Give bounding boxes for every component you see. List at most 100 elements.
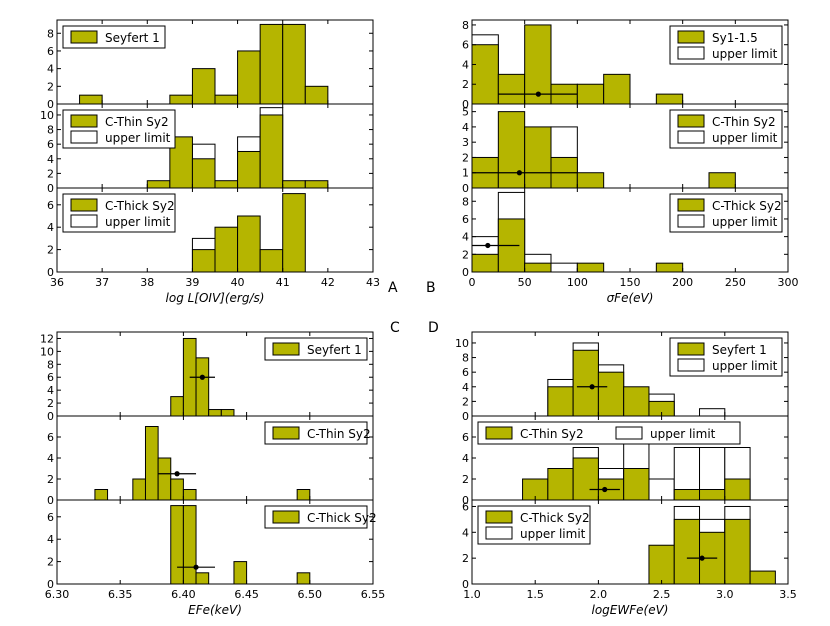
- x-tick-label: 0: [469, 276, 476, 289]
- y-tick-label: 6: [47, 138, 54, 151]
- histogram-bar: [296, 489, 311, 501]
- y-tick-label: 3: [462, 136, 469, 149]
- y-tick-label: 0: [47, 578, 54, 591]
- y-tick-label: 6: [47, 45, 54, 58]
- y-tick-label: 4: [462, 231, 469, 244]
- y-tick-label: 2: [47, 473, 54, 486]
- y-tick-label: 8: [47, 124, 54, 137]
- histogram-bar: [182, 489, 197, 501]
- histogram-bar: [623, 386, 650, 417]
- legend-label: C-Thick Sy2: [105, 199, 175, 213]
- legend-swatch-upper: [615, 426, 643, 440]
- y-tick-label: 2: [462, 78, 469, 91]
- y-tick-label: 0: [462, 494, 469, 507]
- x-axis-label: EFe(keV): [188, 603, 242, 617]
- y-tick-label: 2: [47, 397, 54, 410]
- y-tick-label: 0: [462, 410, 469, 423]
- error-bar-point: [516, 170, 523, 176]
- histogram-bar: [497, 111, 526, 189]
- x-tick-label: 6.45: [234, 588, 259, 601]
- histogram-bar: [524, 24, 552, 105]
- legend-label: Sy1-1.5: [712, 31, 758, 45]
- histogram-bar: [195, 357, 210, 417]
- legend: Seyfert 1 upper limit: [669, 337, 783, 377]
- y-tick-label: 10: [40, 109, 54, 122]
- x-axis-label: logEWFe(eV): [592, 603, 669, 617]
- legend: Seyfert 1: [264, 337, 368, 361]
- histogram-bar: [673, 518, 701, 585]
- legend: C-Thin Sy2 upper limit: [477, 421, 741, 445]
- histogram-bar: [296, 572, 311, 585]
- histogram-bar: [157, 457, 172, 501]
- y-tick-label: 6: [462, 213, 469, 226]
- error-bar-point: [193, 564, 199, 570]
- histogram-bar: [524, 262, 552, 273]
- legend: C-Thick Sy2: [264, 505, 377, 529]
- legend-label: upper limit: [712, 131, 778, 145]
- y-tick-label: 4: [462, 58, 469, 71]
- y-tick-label: 0: [462, 182, 469, 195]
- legend-label: Seyfert 1: [712, 343, 767, 357]
- histogram-bar: [170, 505, 184, 585]
- legend-label: upper limit: [105, 215, 171, 229]
- axes-frame: [471, 499, 789, 585]
- histogram-bar: [699, 489, 726, 501]
- x-tick-label: 40: [231, 276, 245, 289]
- histogram-bar: [655, 93, 684, 105]
- legend-swatch-upper: [70, 130, 98, 144]
- histogram-bar: [708, 172, 736, 189]
- legend-label: upper limit: [712, 47, 778, 61]
- legend-swatch-filled: [485, 510, 513, 524]
- histogram-bar: [132, 478, 146, 501]
- histogram-bar: [576, 262, 605, 273]
- y-tick-label: 4: [47, 153, 54, 166]
- subplot-a-3: 0 2 4 6 C-Thick Sy2 upper limit: [47, 187, 374, 279]
- axes-frame: [56, 499, 374, 585]
- histogram-bar: [182, 505, 197, 585]
- legend-label: C-Thick Sy2: [307, 511, 377, 525]
- legend-swatch-filled: [272, 426, 300, 440]
- y-tick-label: 0: [462, 266, 469, 279]
- histogram-bar: [471, 44, 499, 105]
- y-tick-label: 8: [47, 27, 54, 40]
- x-tick-label: 1.0: [463, 588, 481, 601]
- y-tick-label: 4: [462, 381, 469, 394]
- histogram-bar: [547, 386, 574, 417]
- x-tick-label: 6.55: [361, 588, 386, 601]
- histogram-bar: [524, 126, 552, 189]
- subplot-c-3: 0 2 4 6 C-Thick Sy2: [47, 499, 377, 591]
- y-tick-label: 4: [462, 452, 469, 465]
- subplot-a-2: 0 24 68 10 C-Thin Sy2 upper limit: [40, 103, 374, 195]
- x-tick-label: 300: [778, 276, 799, 289]
- histogram-bar: [208, 409, 222, 417]
- histogram-bar: [749, 570, 776, 585]
- legend-label: upper limit: [712, 215, 778, 229]
- histogram-bar: [673, 489, 701, 501]
- legend-label: upper limit: [520, 527, 586, 541]
- histogram-bar: [237, 215, 261, 273]
- legend-swatch-upper: [677, 358, 705, 372]
- legend-label: C-Thin Sy2: [520, 427, 584, 441]
- y-tick-label: 4: [462, 121, 469, 134]
- upper-limit-bar: [550, 262, 578, 273]
- histogram-bar: [603, 73, 631, 105]
- subplot-b-3: 0 2 4 6 8 C-Thick Sy2 upper limit: [462, 187, 789, 279]
- upper-limit-bar: [699, 408, 726, 417]
- x-tick-label: 2.5: [653, 588, 671, 601]
- x-tick-label: 38: [140, 276, 154, 289]
- error-bar-point: [174, 471, 180, 477]
- error-bar-point: [199, 374, 205, 380]
- legend-box: [477, 421, 741, 445]
- x-tick-label: 2.0: [590, 588, 608, 601]
- legend: C-Thick Sy2 upper limit: [669, 193, 783, 233]
- y-tick-label: 10: [455, 337, 469, 350]
- histogram-bar: [304, 85, 329, 105]
- x-tick-label: 6.30: [45, 588, 70, 601]
- histogram-bar: [572, 349, 599, 417]
- y-tick-label: 2: [47, 244, 54, 257]
- legend-swatch-filled: [677, 198, 705, 212]
- histogram-bar: [259, 249, 284, 273]
